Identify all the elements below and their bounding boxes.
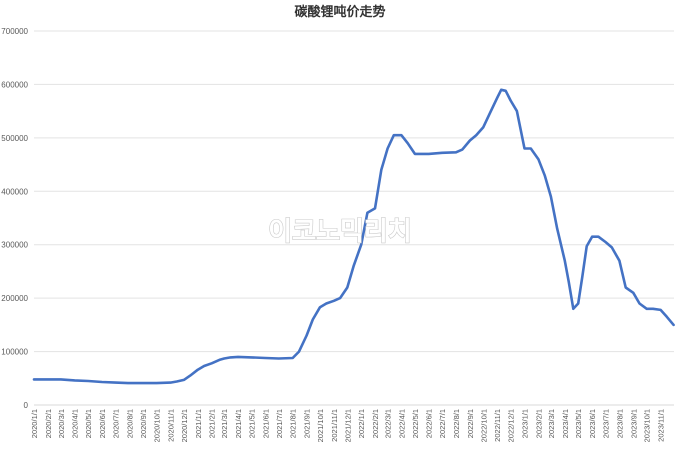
x-tick-label: 2023/10/1 xyxy=(643,409,652,442)
price-series-line xyxy=(32,88,675,385)
x-tick-label: 2020/10/1 xyxy=(153,409,162,442)
y-tick-label: 100000 xyxy=(1,348,28,357)
x-tick-label: 2022/8/1 xyxy=(452,409,461,438)
x-tick-label: 2021/1/1 xyxy=(194,409,203,438)
x-tick-label: 2021/10/1 xyxy=(316,409,325,442)
x-axis: 2020/1/1 2020/2/1 2020/3/1 2020/4/1 2020/5/1… xyxy=(30,409,666,442)
x-tick-label: 2021/8/1 xyxy=(289,409,298,438)
x-tick-label: 2023/3/1 xyxy=(547,409,556,438)
x-tick-label: 2021/11/1 xyxy=(330,409,339,442)
x-tick-label: 2023/11/1 xyxy=(657,409,666,442)
x-tick-label: 2023/5/1 xyxy=(574,409,583,438)
y-tick-label: 400000 xyxy=(1,187,28,196)
x-tick-label: 2020/6/1 xyxy=(98,409,107,438)
x-tick-label: 2021/9/1 xyxy=(303,409,312,438)
x-tick-label: 2020/5/1 xyxy=(84,409,93,438)
y-tick-label: 700000 xyxy=(1,27,28,36)
watermark-text: 이코노믹리치 xyxy=(268,217,412,247)
x-tick-label: 2023/6/1 xyxy=(588,409,597,438)
x-tick-label: 2021/4/1 xyxy=(234,409,243,438)
x-tick-label: 2020/12/1 xyxy=(180,409,189,442)
y-tick-label: 0 xyxy=(24,401,29,410)
y-tick-label: 600000 xyxy=(1,80,28,89)
x-tick-label: 2022/5/1 xyxy=(411,409,420,438)
x-tick-label: 2021/12/1 xyxy=(343,409,352,442)
x-tick-label: 2022/4/1 xyxy=(397,409,406,438)
x-tick-label: 2020/9/1 xyxy=(139,409,148,438)
x-tick-label: 2023/1/1 xyxy=(521,409,530,438)
x-tick-label: 2023/2/1 xyxy=(534,409,543,438)
x-tick-label: 2022/3/1 xyxy=(384,409,393,438)
x-tick-label: 2021/6/1 xyxy=(261,409,270,438)
x-tick-label: 2021/5/1 xyxy=(248,409,257,438)
x-tick-label: 2021/2/1 xyxy=(208,409,217,438)
x-tick-label: 2022/1/1 xyxy=(357,409,366,438)
x-tick-label: 2022/9/1 xyxy=(466,409,475,438)
x-tick-label: 2020/4/1 xyxy=(71,409,80,438)
x-tick-label: 2020/11/1 xyxy=(167,409,176,442)
x-tick-label: 2022/7/1 xyxy=(438,409,447,438)
x-tick-label: 2020/2/1 xyxy=(44,409,53,438)
x-tick-label: 2023/7/1 xyxy=(602,409,611,438)
x-tick-label: 2020/8/1 xyxy=(125,409,134,438)
x-tick-label: 2022/11/1 xyxy=(493,409,502,442)
chart-title: 碳酸锂吨价走势 xyxy=(294,4,385,20)
x-tick-label: 2021/7/1 xyxy=(275,409,284,438)
grid-lines xyxy=(34,30,674,353)
y-tick-label: 500000 xyxy=(1,134,28,143)
x-tick-label: 2022/6/1 xyxy=(425,409,434,438)
x-tick-label: 2020/3/1 xyxy=(57,409,66,438)
y-axis: 0 100000 200000 300000 400000 500000 600000 700… xyxy=(1,27,28,410)
y-tick-label: 300000 xyxy=(1,241,28,250)
x-tick-label: 2022/2/1 xyxy=(371,409,380,438)
x-tick-label: 2020/1/1 xyxy=(30,409,39,438)
y-tick-label: 200000 xyxy=(1,294,28,303)
x-tick-label: 2023/9/1 xyxy=(629,409,638,438)
x-tick-label: 2023/8/1 xyxy=(615,409,624,438)
x-tick-label: 2021/3/1 xyxy=(220,409,229,438)
x-tick-label: 2022/10/1 xyxy=(479,409,488,442)
x-tick-label: 2020/7/1 xyxy=(111,409,120,438)
x-tick-label: 2023/4/1 xyxy=(561,409,570,438)
x-tick-label: 2022/12/1 xyxy=(507,409,516,442)
